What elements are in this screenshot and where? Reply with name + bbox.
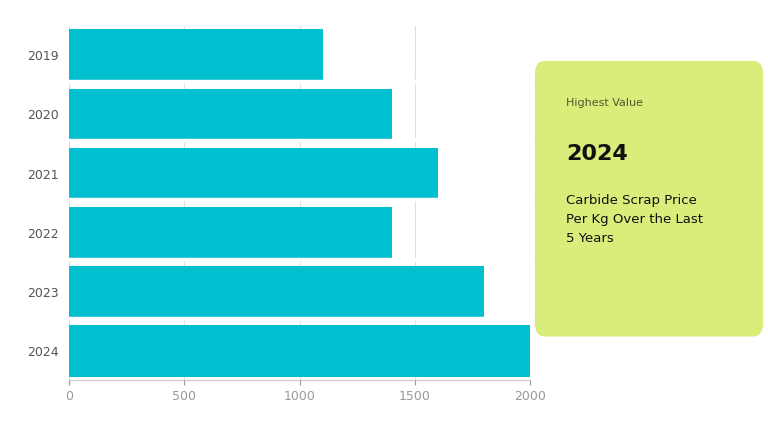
Bar [69, 148, 438, 200]
Text: Highest Value: Highest Value [566, 98, 643, 108]
FancyBboxPatch shape [535, 61, 763, 337]
Bar [69, 266, 484, 318]
Bar [69, 325, 530, 377]
Bar [69, 29, 323, 81]
Bar [69, 206, 392, 258]
Text: 2024: 2024 [566, 143, 627, 164]
Bar [69, 89, 392, 140]
Text: Carbide Scrap Price
Per Kg Over the Last
5 Years: Carbide Scrap Price Per Kg Over the Last… [566, 194, 703, 245]
